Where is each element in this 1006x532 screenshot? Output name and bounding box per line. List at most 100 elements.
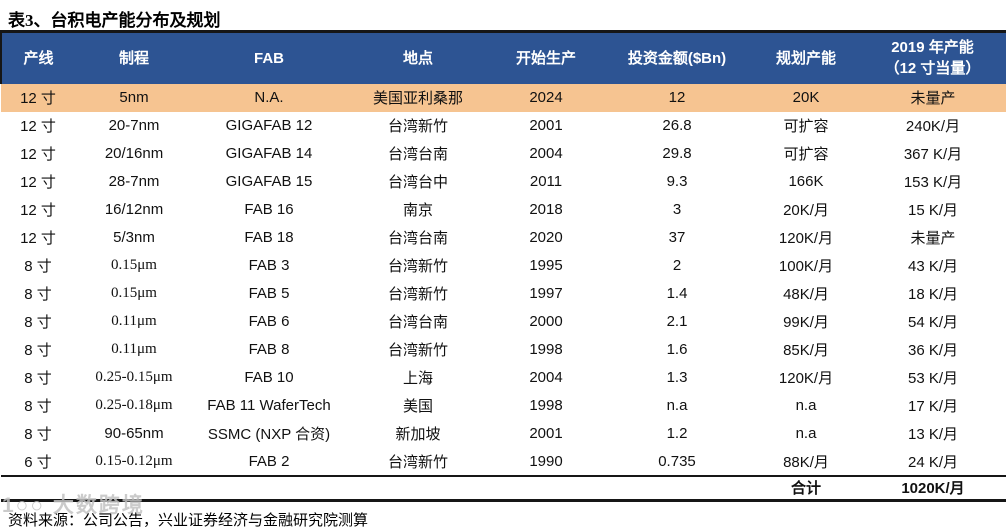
cell: 20K <box>753 83 859 112</box>
total-label: 合计 <box>790 481 821 498</box>
cell: 29.8 <box>662 145 692 162</box>
cell: 20K/月 <box>783 202 829 219</box>
cell: 8 寸 <box>24 370 52 387</box>
table-row: 12 寸 28-7nm GIGAFAB 15 台湾台中 2011 9.3 166K 153 K… <box>1 168 1006 196</box>
table-row: 12 寸 5/3nm FAB 18 台湾台南 2020 37 120K/月 未量产 <box>1 224 1006 252</box>
cell: 8 寸 <box>24 258 52 275</box>
cell: 1997 <box>529 285 563 302</box>
cell: 12 寸 <box>1 83 75 112</box>
cell: 53 K/月 <box>907 370 959 387</box>
cell: 12 寸 <box>20 174 56 191</box>
page-title: 表3、台积电产能分布及规划 <box>8 11 221 30</box>
cell: 8 寸 <box>24 342 52 359</box>
table-body: 12 寸 5nm N.A. 美国亚利桑那 2024 12 20K 未量产 12 寸 20-7nm G… <box>1 83 1006 476</box>
column-header: 投资金额($Bn) <box>601 31 753 84</box>
cell: 未量产 <box>859 83 1006 112</box>
cell: 99K/月 <box>783 314 829 331</box>
cell: 0.25-0.15μm <box>95 369 173 385</box>
cell: 5nm <box>75 83 193 112</box>
table-row: 8 寸 0.15μm FAB 3 台湾新竹 1995 2 100K/月 43 K/月 <box>1 252 1006 280</box>
cell: 可扩容 <box>783 147 829 163</box>
cell: GIGAFAB 14 <box>225 145 313 162</box>
cell: 1998 <box>529 341 563 358</box>
cell: 12 <box>601 83 753 112</box>
cell: 12 寸 <box>20 230 56 247</box>
cell: 台湾新竹 <box>387 119 448 135</box>
cell: 15 K/月 <box>907 202 959 219</box>
table-row: 12 寸 16/12nm FAB 16 南京 2018 3 20K/月 15 K/月 <box>1 196 1006 224</box>
cell: n.a <box>795 425 817 442</box>
cell: 17 K/月 <box>907 398 959 415</box>
cell: 可扩容 <box>783 119 829 135</box>
cell: 6 寸 <box>24 453 52 471</box>
cell: 20-7nm <box>108 117 160 134</box>
capacity-table: 产线 制程 FAB 地点 开始生产 投资金额($Bn) 规划产能 2019 年产能 （12 寸… <box>0 30 1006 502</box>
cell: 2004 <box>529 369 563 386</box>
table-row: 8 寸 0.11μm FAB 6 台湾台南 2000 2.1 99K/月 54 K/月 <box>1 308 1006 336</box>
cell: 3 <box>672 201 682 218</box>
cell: FAB 5 <box>248 285 290 302</box>
table-row-highlight: 12 寸 5nm N.A. 美国亚利桑那 2024 12 20K 未量产 <box>1 83 1006 112</box>
table-row: 8 寸 90-65nm SSMC (NXP 合资) 新加坡 2001 1.2 n.a 13 K… <box>1 420 1006 448</box>
cell: 1.6 <box>666 341 688 358</box>
cell: 2 <box>672 257 682 274</box>
cell: 2.1 <box>666 313 688 330</box>
cell: 9.3 <box>666 173 688 190</box>
cell: 台湾台中 <box>387 175 448 191</box>
cell: 1.4 <box>666 285 688 302</box>
cell: 台湾台南 <box>387 231 448 247</box>
cell: 台湾新竹 <box>387 287 448 303</box>
cell: 12 寸 <box>20 202 56 219</box>
cell: 1.2 <box>666 425 688 442</box>
cell: 0.735 <box>658 452 696 470</box>
column-header: FAB <box>193 31 345 84</box>
column-header: 规划产能 <box>753 31 859 84</box>
cell: 120K/月 <box>778 230 834 247</box>
cell: 88K/月 <box>783 453 829 471</box>
cell: SSMC (NXP 合资) <box>207 426 331 443</box>
cell: 8 寸 <box>24 286 52 303</box>
cell: 85K/月 <box>783 342 829 359</box>
total-value: 1020K/月 <box>901 480 965 498</box>
cell: 48K/月 <box>783 286 829 303</box>
cell: 8 寸 <box>24 426 52 443</box>
cell: 37 <box>668 229 686 246</box>
cell: 新加坡 <box>395 427 441 443</box>
cell: 南京 <box>402 203 433 219</box>
cell: 0.15μm <box>111 285 157 301</box>
cell: N.A. <box>193 83 345 112</box>
cell: 2020 <box>529 229 563 246</box>
column-header: 开始生产 <box>491 31 601 84</box>
table-row: 8 寸 0.11μm FAB 8 台湾新竹 1998 1.6 85K/月 36 K/月 <box>1 336 1006 364</box>
cell: 2001 <box>529 117 563 134</box>
table-row: 8 寸 0.15μm FAB 5 台湾新竹 1997 1.4 48K/月 18 K/月 <box>1 280 1006 308</box>
cell: 12 寸 <box>20 146 56 163</box>
cell: 0.11μm <box>111 341 157 357</box>
total-spacer <box>1 476 753 501</box>
cell: 台湾台南 <box>387 315 448 331</box>
cell: 1998 <box>529 397 563 414</box>
cell: FAB 16 <box>244 201 294 218</box>
cell: 43 K/月 <box>907 258 959 275</box>
cell: 100K/月 <box>778 258 834 275</box>
cell: 0.25-0.18μm <box>95 397 173 413</box>
cell: FAB 8 <box>248 341 290 358</box>
header-row: 产线 制程 FAB 地点 开始生产 投资金额($Bn) 规划产能 2019 年产能 （12 寸… <box>0 31 1006 84</box>
cell: 上海 <box>402 371 433 387</box>
cell: GIGAFAB 12 <box>225 117 313 134</box>
cell: 0.15-0.12μm <box>95 452 173 469</box>
cell: 8 寸 <box>24 398 52 415</box>
cell: 0.11μm <box>111 313 157 329</box>
cell: FAB 3 <box>248 257 290 274</box>
cell: 1.3 <box>666 369 688 386</box>
cell: 0.15μm <box>111 257 157 273</box>
cell: 1990 <box>529 452 563 470</box>
cell: 5/3nm <box>113 229 155 246</box>
cell: 2011 <box>529 173 563 190</box>
column-header: 制程 <box>75 31 193 84</box>
cell: 24 K/月 <box>907 453 959 471</box>
cell: FAB 18 <box>244 229 294 246</box>
cell: 台湾新竹 <box>387 259 448 275</box>
cell: FAB 10 <box>244 369 294 386</box>
cell: n.a <box>795 397 817 414</box>
